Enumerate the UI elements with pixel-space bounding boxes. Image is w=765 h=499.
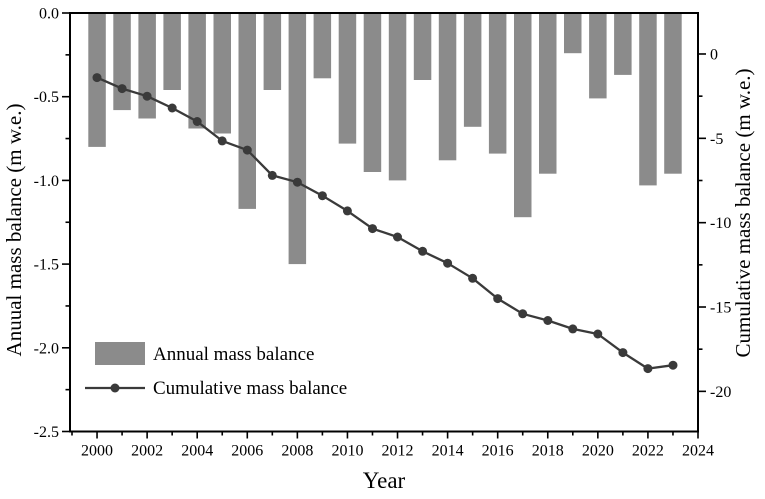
right-tick-label: -20 bbox=[710, 384, 731, 401]
x-tick-label: 2018 bbox=[532, 443, 564, 460]
data-point bbox=[468, 273, 478, 283]
data-point bbox=[192, 117, 202, 126]
data-point bbox=[292, 177, 302, 187]
data-point bbox=[418, 246, 428, 256]
left-tick-label: 0.0 bbox=[39, 6, 59, 23]
bar bbox=[639, 13, 657, 186]
left-tick-label: -2.5 bbox=[34, 424, 59, 441]
x-tick-label: 2010 bbox=[331, 443, 363, 460]
bar bbox=[113, 13, 131, 111]
bar bbox=[488, 13, 507, 154]
bar bbox=[438, 13, 457, 161]
right-tick-label: -10 bbox=[710, 215, 731, 232]
data-point bbox=[393, 232, 402, 242]
bar bbox=[539, 13, 557, 174]
data-point bbox=[142, 91, 152, 101]
data-point bbox=[668, 360, 678, 370]
legend-marker-dot bbox=[110, 383, 120, 393]
data-point bbox=[217, 136, 227, 146]
left-tick-label: -0.5 bbox=[34, 89, 59, 106]
data-point bbox=[242, 145, 252, 155]
bar bbox=[564, 13, 582, 54]
x-tick-label: 2012 bbox=[382, 443, 414, 460]
x-tick-label: 2008 bbox=[281, 443, 313, 460]
data-point bbox=[368, 224, 377, 234]
bar bbox=[288, 13, 307, 265]
right-axis-title: Cumulative mass balance (m w.e.) bbox=[731, 68, 755, 357]
data-point bbox=[543, 316, 553, 325]
data-point bbox=[317, 191, 327, 201]
data-point bbox=[117, 84, 127, 94]
bar bbox=[338, 13, 357, 144]
left-axis-title: Anuual mass balance (m w.e.) bbox=[2, 104, 26, 357]
data-point bbox=[92, 73, 102, 83]
bar bbox=[589, 13, 607, 99]
right-tick-label: -15 bbox=[710, 300, 731, 317]
cumulative-line bbox=[96, 76, 674, 370]
left-tick-label: -2.0 bbox=[34, 340, 59, 357]
bar bbox=[388, 13, 407, 181]
legend-bar-swatch bbox=[95, 342, 145, 365]
x-tick-label: 2020 bbox=[582, 443, 614, 460]
x-tick-label: 2014 bbox=[432, 443, 464, 460]
bar bbox=[213, 13, 231, 134]
data-point bbox=[493, 294, 503, 304]
x-tick-label: 2002 bbox=[131, 443, 163, 460]
bar bbox=[263, 13, 282, 90]
legend: Annual mass balance Cumulative mass bala… bbox=[85, 342, 347, 399]
bar bbox=[463, 13, 482, 127]
data-point bbox=[618, 348, 628, 358]
legend-line-label: Cumulative mass balance bbox=[153, 378, 347, 399]
bar-series-group bbox=[88, 13, 682, 265]
x-tick-label: 2024 bbox=[682, 443, 714, 460]
x-tick-label: 2022 bbox=[632, 443, 664, 460]
x-tick-label: 2006 bbox=[231, 443, 263, 460]
bar bbox=[614, 13, 632, 75]
axis-tick-labels: 2000 2002 2004 2006 2008 2010 2012 2014 2016 2018… bbox=[34, 6, 732, 460]
data-point bbox=[267, 170, 277, 180]
data-point bbox=[518, 309, 528, 319]
legend-bar-label: Annual mass balance bbox=[153, 344, 314, 365]
data-point bbox=[568, 324, 578, 334]
data-point bbox=[643, 364, 653, 374]
line-series-group bbox=[92, 73, 678, 374]
left-tick-label: -1.5 bbox=[34, 257, 59, 274]
bar bbox=[163, 13, 181, 90]
data-point bbox=[167, 103, 177, 113]
data-point bbox=[443, 258, 453, 268]
right-tick-label: -5 bbox=[710, 131, 723, 148]
data-point bbox=[593, 329, 603, 339]
bar bbox=[514, 13, 532, 218]
left-tick-label: -1.0 bbox=[34, 173, 59, 190]
axis-ticks bbox=[62, 12, 706, 439]
data-point bbox=[342, 206, 352, 216]
x-tick-label: 2016 bbox=[482, 443, 514, 460]
bar bbox=[664, 13, 682, 174]
bar bbox=[313, 13, 332, 79]
x-axis-title: Year bbox=[363, 468, 406, 493]
bar bbox=[238, 13, 256, 209]
bar bbox=[363, 13, 382, 172]
x-tick-label: 2004 bbox=[181, 443, 213, 460]
bar bbox=[188, 13, 206, 129]
right-tick-label: 0 bbox=[710, 46, 718, 63]
x-tick-label: 2000 bbox=[81, 443, 113, 460]
bar bbox=[413, 13, 432, 80]
bar bbox=[138, 13, 156, 119]
